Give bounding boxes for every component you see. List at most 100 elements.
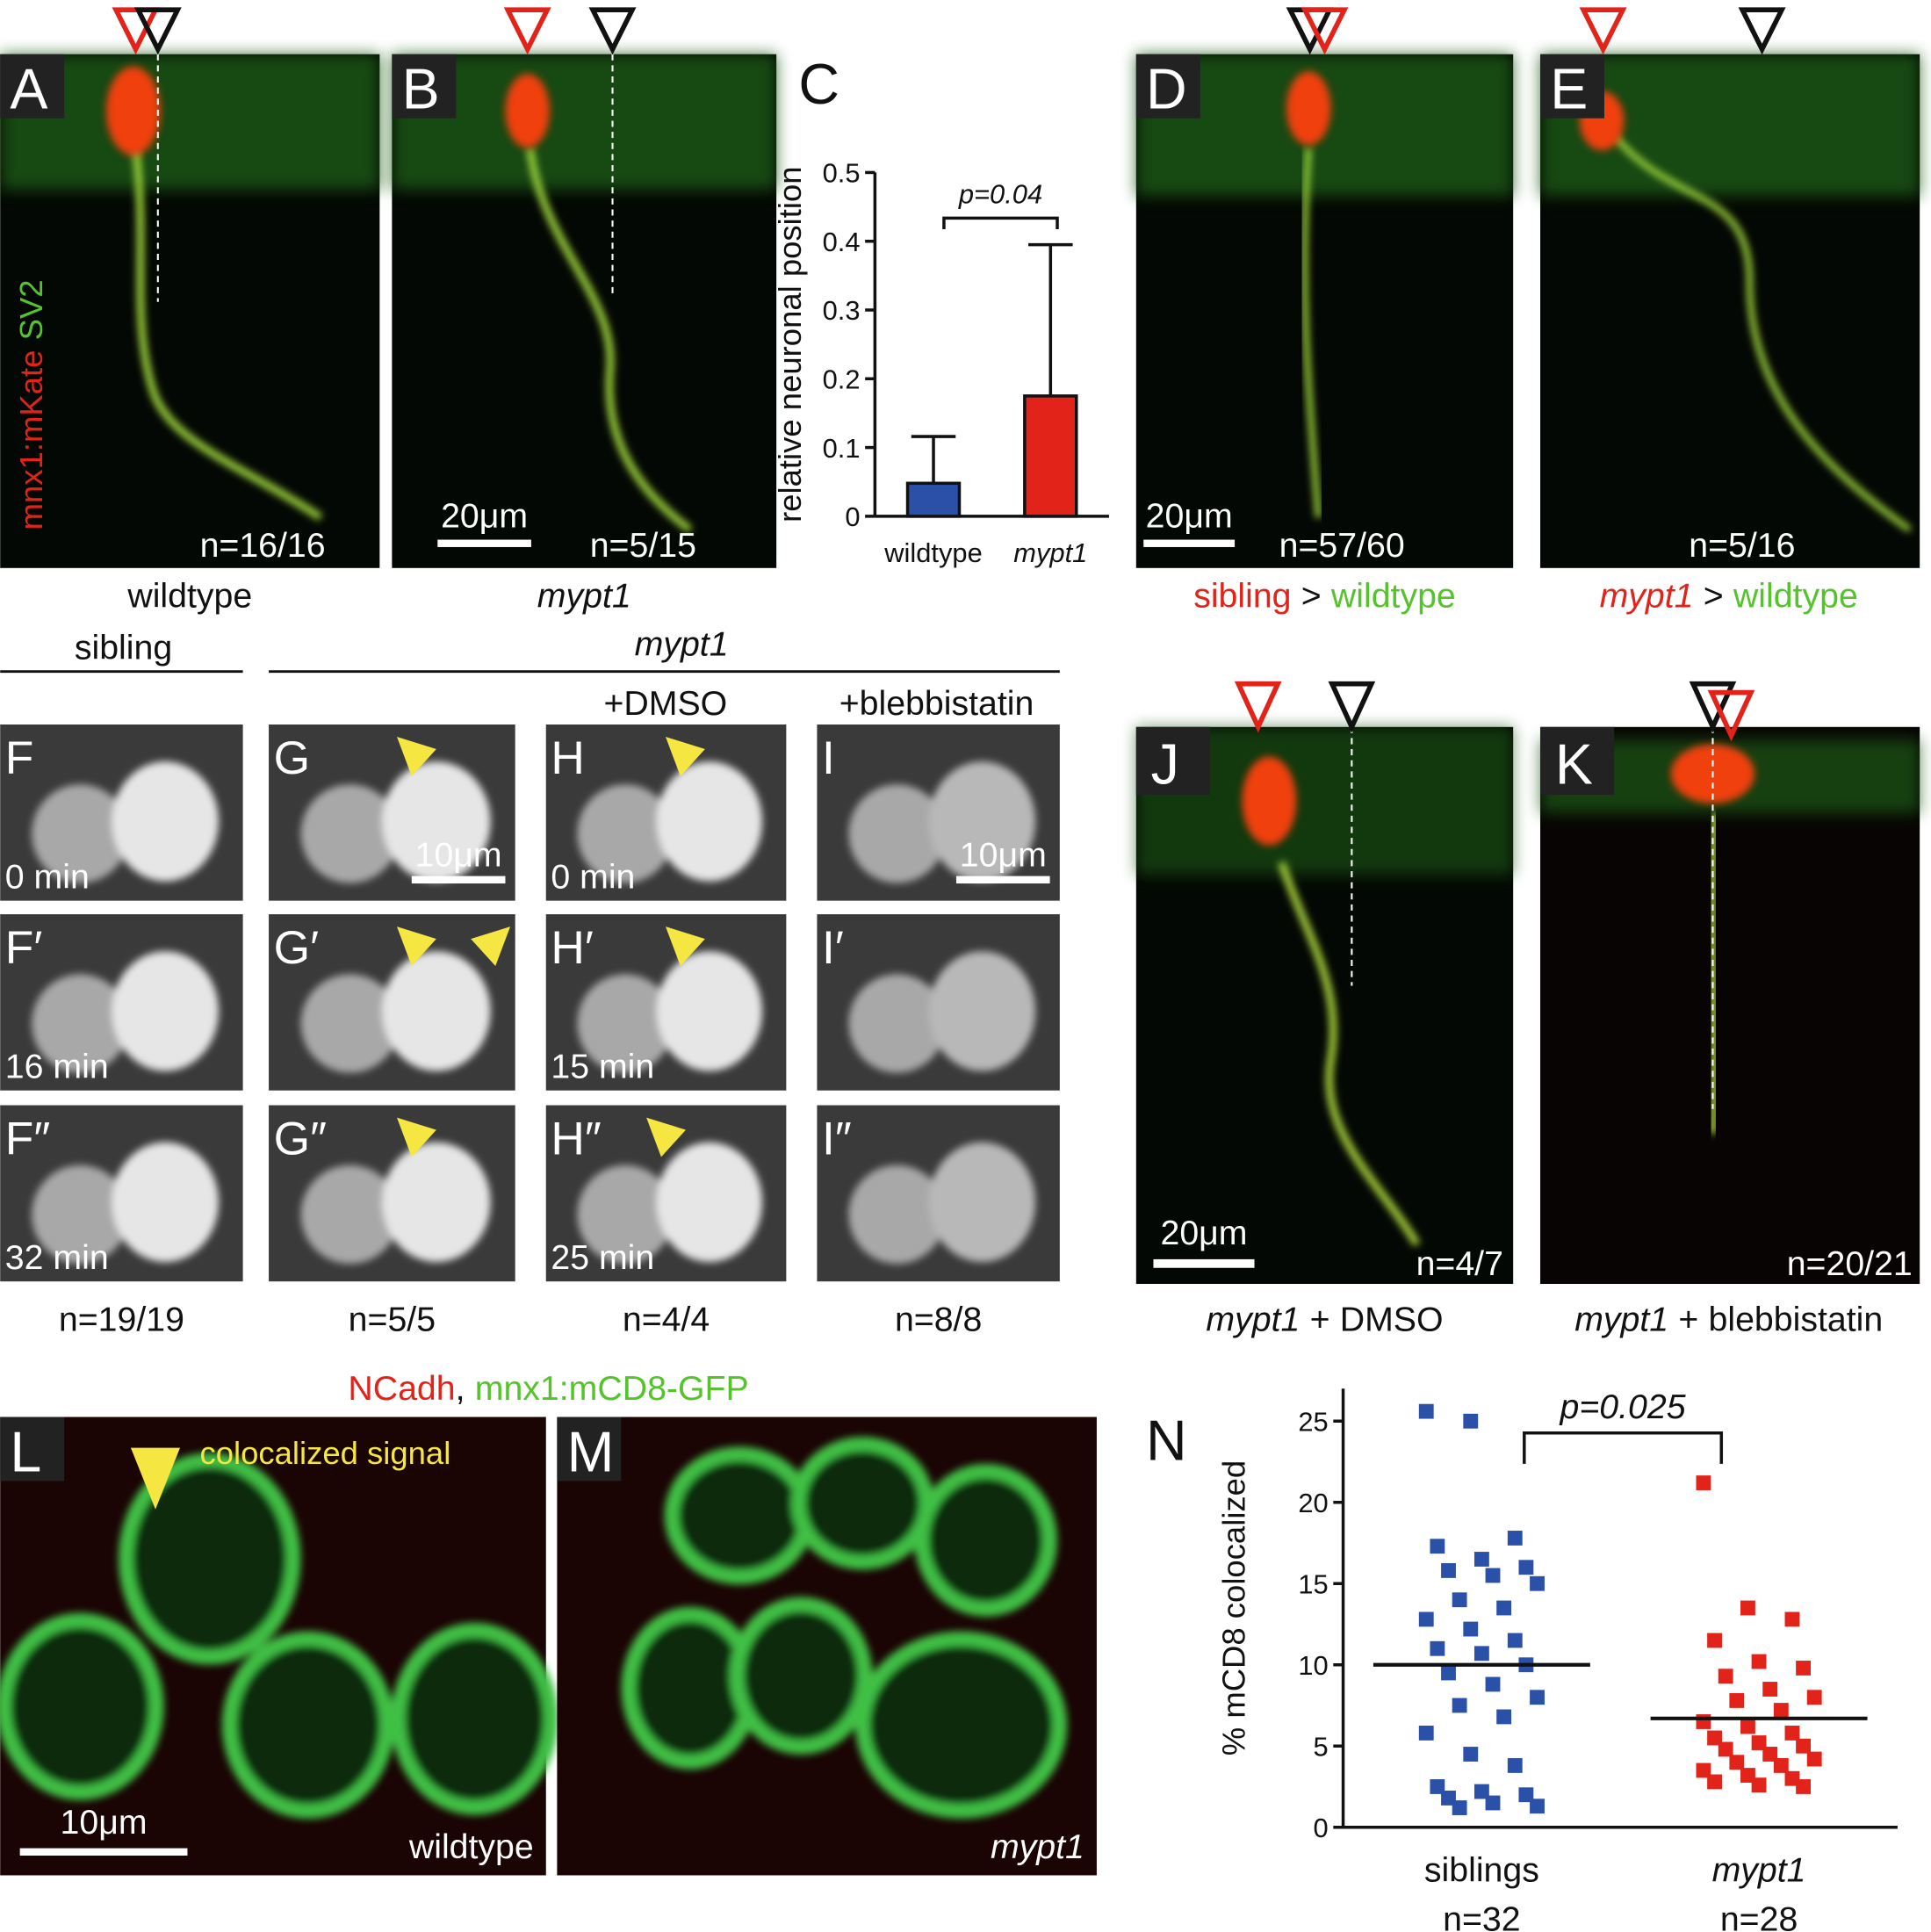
count: n=5/15: [590, 526, 696, 565]
cells: [577, 951, 762, 1073]
scale-label: 10μm: [960, 835, 1047, 874]
panel-letter: M: [567, 1420, 615, 1483]
y-tick-label: 15: [1298, 1568, 1328, 1599]
scale-bar: [955, 876, 1050, 883]
point: [1463, 1747, 1479, 1762]
y-tick-label: 0.1: [823, 433, 861, 464]
point: [1430, 1539, 1445, 1554]
tile-letter: F′: [5, 922, 43, 974]
point: [1430, 1640, 1445, 1656]
panel-letter: K: [1555, 732, 1593, 796]
point: [1784, 1611, 1800, 1627]
scale-label: 10μm: [415, 835, 502, 874]
time-label: 15 min: [551, 1048, 654, 1086]
cell: [32, 1164, 129, 1265]
group-header: mypt1: [635, 624, 729, 663]
point: [1441, 1665, 1456, 1681]
cells: [848, 1142, 1036, 1265]
cells: [32, 1142, 219, 1265]
tile-letter: G″: [274, 1114, 327, 1165]
tile-letter: H″: [551, 1114, 601, 1165]
caption-part: DMSO: [1340, 1300, 1444, 1338]
caption: mypt1 + blebbistatin: [1574, 1300, 1883, 1338]
category-count: n=28: [1720, 1900, 1798, 1932]
arrowhead: [471, 926, 511, 966]
cell: [300, 1164, 400, 1265]
count: n=19/19: [59, 1300, 184, 1338]
y-tick-label: 0.5: [823, 158, 861, 189]
cell: [32, 974, 129, 1073]
cell: [577, 974, 674, 1073]
point: [1418, 1726, 1434, 1741]
x-tick-label: wildtype: [883, 537, 983, 568]
point: [1696, 1475, 1711, 1490]
y-tick-label: 5: [1314, 1731, 1329, 1762]
point: [1452, 1592, 1467, 1608]
cells: [577, 761, 762, 883]
group-header: sibling: [75, 629, 172, 667]
panel-m: M mypt1: [557, 1417, 1097, 1876]
x-tick-label: siblings: [1424, 1850, 1539, 1889]
scale-label: 20μm: [441, 497, 528, 536]
panel-e: E n=5/16 mypt1 > wildtype: [1540, 7, 1920, 616]
stain-header: NCadh, mnx1:mCD8-GFP: [348, 1369, 748, 1408]
arrowhead: [646, 1117, 687, 1157]
y-tick-label: 0: [845, 501, 860, 532]
cells: [32, 761, 219, 883]
point: [1441, 1563, 1456, 1578]
cell: [300, 974, 400, 1073]
count: n=4/7: [1416, 1244, 1503, 1283]
cell: [848, 1164, 946, 1265]
group-header: +DMSO: [603, 684, 727, 723]
point: [1463, 1413, 1479, 1429]
cell: [112, 1142, 219, 1263]
point: [1773, 1758, 1789, 1773]
panel-j: J 20μm n=4/7 mypt1 + DMSO: [1135, 681, 1514, 1338]
point: [1729, 1755, 1745, 1770]
caption-part: >: [1704, 577, 1724, 616]
y-tick-label: 0.2: [823, 364, 861, 395]
cells: [848, 761, 1036, 883]
panel-k: K n=20/21 mypt1 + blebbistatin: [1540, 681, 1920, 1338]
point: [1751, 1777, 1767, 1793]
annotation: p=0.025: [1560, 1388, 1686, 1426]
caption-part: mypt1: [1206, 1300, 1300, 1338]
point: [1696, 1763, 1711, 1778]
point: [1518, 1560, 1534, 1575]
caption-part: sibling: [1193, 577, 1291, 616]
y-tick-label: 20: [1298, 1488, 1328, 1518]
cell: [656, 1142, 762, 1263]
time-label: 0 min: [5, 858, 90, 897]
point: [1507, 1758, 1523, 1773]
point: [1485, 1676, 1501, 1692]
count: n=5/5: [349, 1300, 436, 1338]
panel-b: B 20μm n=5/15 mypt1: [392, 7, 777, 616]
cell: [656, 761, 762, 882]
time-lapse-panels: F 0 min F′ 16 min F″ 32 min n=19/19 G G′ G″ 10μm n=…: [0, 724, 1060, 1338]
point: [1707, 1774, 1722, 1790]
caption: wildtype: [126, 577, 252, 616]
cells: [300, 1142, 491, 1265]
caption: mypt1 > wildtype: [1600, 577, 1858, 616]
caption-part: mypt1: [1574, 1300, 1668, 1338]
caption: wildtype: [408, 1827, 534, 1866]
cell: [928, 1142, 1036, 1263]
point: [1762, 1747, 1778, 1762]
cell: [300, 784, 400, 883]
stain-red: mnx1:mKate: [13, 350, 49, 530]
panel-l: L colocalized signal 10μm wildtype: [0, 1417, 558, 1876]
point: [1718, 1669, 1733, 1684]
point: [1418, 1403, 1434, 1419]
time-label: 32 min: [5, 1238, 109, 1277]
point: [1707, 1633, 1722, 1648]
cells: [577, 1142, 762, 1265]
count: n=57/60: [1279, 526, 1405, 565]
caption-part: blebbistatin: [1709, 1300, 1884, 1338]
cell: [382, 761, 491, 882]
y-axis-label: % mCD8 colocalized: [1215, 1460, 1251, 1755]
count: n=8/8: [895, 1300, 982, 1338]
stain-green: mnx1:mCD8-GFP: [475, 1369, 749, 1408]
point: [1796, 1661, 1811, 1676]
cell: [382, 1142, 491, 1263]
arrowhead: [396, 1117, 436, 1157]
